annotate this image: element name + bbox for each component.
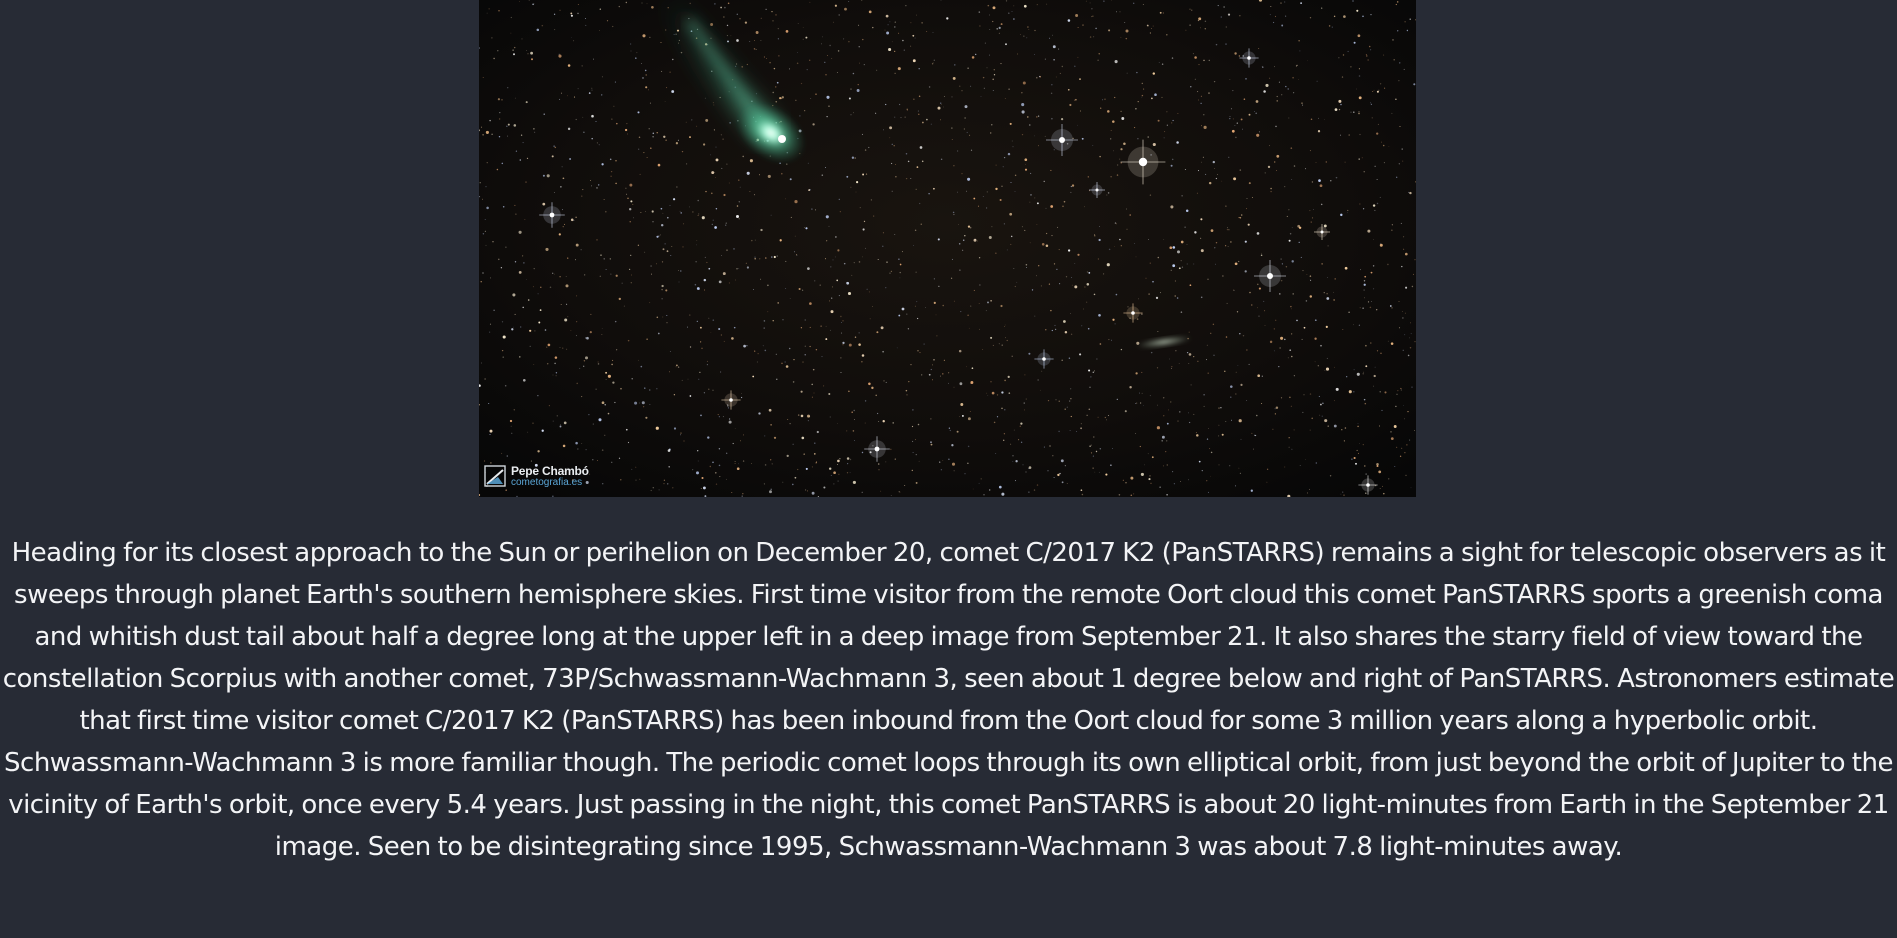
comet-starfield-photo[interactable] <box>479 0 1416 497</box>
comet-73p <box>1136 335 1192 349</box>
starfield-image <box>479 0 1416 497</box>
image-caption: Heading for its closest approach to the … <box>2 538 1895 862</box>
comet-panstarrs <box>659 0 806 164</box>
